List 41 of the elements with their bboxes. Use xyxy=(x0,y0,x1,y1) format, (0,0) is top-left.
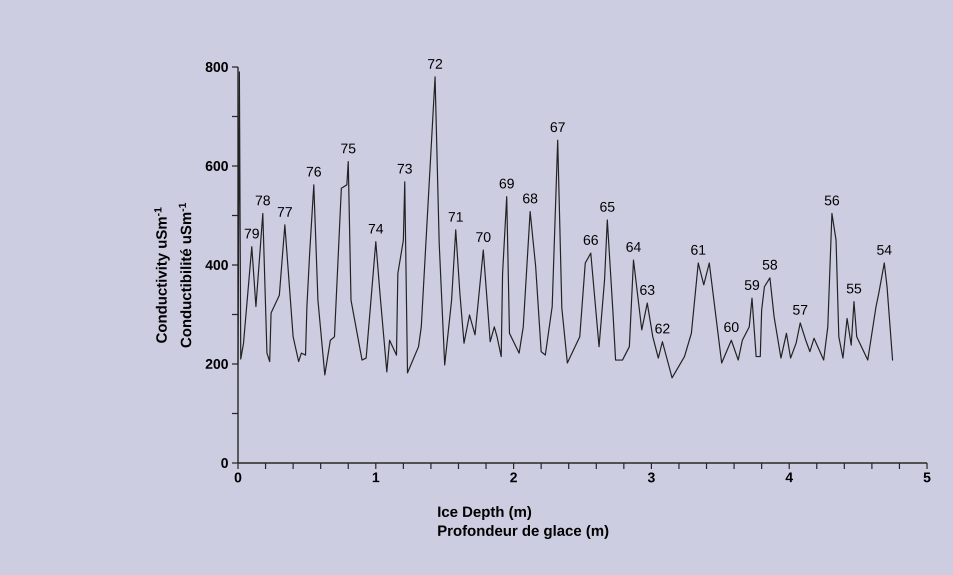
annotation: 72 xyxy=(428,58,442,69)
annotation: 63 xyxy=(640,285,654,295)
annotation: 79 xyxy=(244,228,259,238)
annotation: 64 xyxy=(626,242,641,252)
annotation: 73 xyxy=(398,164,412,174)
annotation: 70 xyxy=(476,232,491,242)
annotation: 66 xyxy=(584,235,598,245)
y-tick-label: 800 xyxy=(206,62,228,72)
y-axis-title: Conductivity uSm$^{-1}$ xyxy=(154,207,170,343)
annotation: 60 xyxy=(724,322,739,332)
y-tick-label: 0 xyxy=(221,458,228,468)
y-tick-label: 200 xyxy=(206,359,228,369)
x-tick-label: 5 xyxy=(924,472,931,482)
annotation: 58 xyxy=(762,260,778,270)
annotation: 61 xyxy=(691,244,706,255)
annotation: 78 xyxy=(256,195,270,206)
y-tick-label: 400 xyxy=(205,260,228,270)
annotation: 71 xyxy=(448,212,463,222)
annotation: 69 xyxy=(500,178,514,188)
x-tick-label: 3 xyxy=(648,472,655,482)
annotation: 57 xyxy=(793,304,808,315)
x-tick-label: 0 xyxy=(234,472,242,482)
x-tick-label: 2 xyxy=(510,472,517,482)
x-tick-label: 1 xyxy=(372,472,380,482)
annotation: 55 xyxy=(846,284,862,294)
annotation: 77 xyxy=(278,207,292,217)
x-axis-title: Ice Depth (m) xyxy=(438,506,532,520)
annotation: 76 xyxy=(306,166,321,177)
annotation: 54 xyxy=(877,245,892,255)
annotation: 59 xyxy=(744,280,760,290)
annotation: 62 xyxy=(655,324,670,334)
annotation: 65 xyxy=(600,202,614,212)
annotation: 67 xyxy=(550,122,565,132)
y-tick-label: 600 xyxy=(206,161,228,171)
annotation: 68 xyxy=(523,193,538,204)
annotation: 74 xyxy=(368,224,384,234)
annotation: 75 xyxy=(341,144,356,154)
x-tick-label: 4 xyxy=(786,472,794,482)
annotation: 56 xyxy=(824,195,840,206)
text: Profondeur de glace (m) xyxy=(438,525,608,539)
text: Conductibilité uSm$^{-1}$ xyxy=(178,202,192,348)
